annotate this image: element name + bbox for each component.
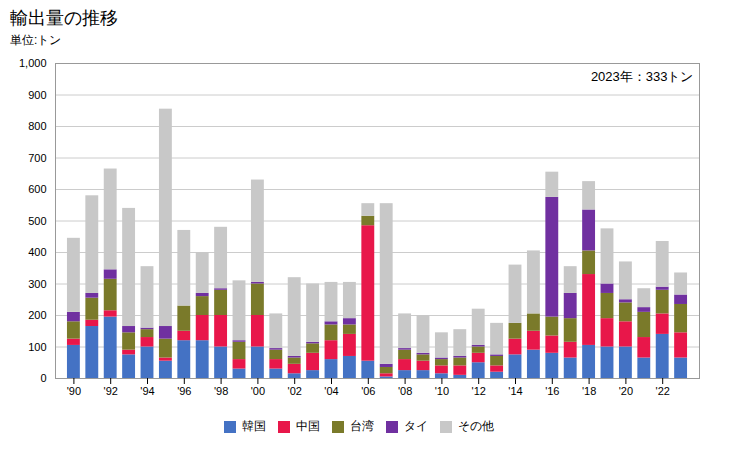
svg-text:'14: '14 [508, 385, 522, 397]
svg-text:600: 600 [28, 183, 46, 195]
svg-text:'18: '18 [582, 385, 596, 397]
svg-text:'22: '22 [656, 385, 670, 397]
svg-text:500: 500 [28, 215, 46, 227]
svg-text:'00: '00 [251, 385, 265, 397]
svg-text:1,000: 1,000 [19, 57, 47, 69]
html-text:タイ: タイ [403, 419, 428, 433]
svg-text:'20: '20 [619, 385, 633, 397]
svg-text:400: 400 [28, 246, 46, 258]
html-text:単位:トン: 単位:トン [10, 33, 62, 47]
svg-text:'90: '90 [67, 385, 81, 397]
svg-text:700: 700 [28, 152, 46, 164]
html-text:台湾: 台湾 [349, 419, 374, 433]
svg-text:'10: '10 [435, 385, 449, 397]
html-text:韓国: 韓国 [241, 419, 266, 433]
svg-text:'92: '92 [104, 385, 118, 397]
svg-text:2023年：333トン: 2023年：333トン [591, 69, 694, 84]
svg-text:'98: '98 [214, 385, 228, 397]
html-text:輸出量の推移: 輸出量の推移 [10, 8, 118, 28]
svg-text:200: 200 [28, 309, 46, 321]
svg-text:300: 300 [28, 278, 46, 290]
svg-text:'94: '94 [140, 385, 154, 397]
svg-text:100: 100 [28, 341, 46, 353]
svg-text:900: 900 [28, 89, 46, 101]
html-text:その他: その他 [457, 419, 494, 433]
svg-text:'16: '16 [545, 385, 559, 397]
svg-text:800: 800 [28, 120, 46, 132]
svg-text:'02: '02 [288, 385, 302, 397]
svg-text:'06: '06 [361, 385, 375, 397]
svg-text:'04: '04 [324, 385, 338, 397]
svg-text:'08: '08 [398, 385, 412, 397]
svg-text:0: 0 [40, 372, 46, 384]
svg-text:'96: '96 [177, 385, 191, 397]
html-text:中国: 中国 [295, 419, 320, 433]
svg-text:'12: '12 [472, 385, 486, 397]
